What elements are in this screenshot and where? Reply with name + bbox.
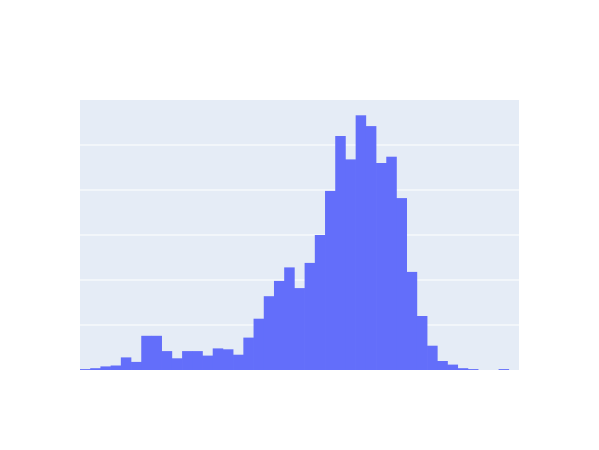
histogram-bar	[100, 366, 111, 370]
histogram-bar	[437, 361, 448, 370]
histogram-bar	[345, 159, 356, 370]
histogram-bar	[284, 267, 295, 370]
histogram-bar	[202, 355, 214, 370]
histogram-bar	[294, 288, 305, 370]
histogram-bar	[304, 262, 316, 370]
histogram-bar	[406, 271, 418, 370]
histogram-bar	[192, 351, 203, 370]
histogram-bar	[182, 351, 193, 370]
histogram-bar	[396, 198, 407, 370]
histogram-bar	[355, 115, 367, 370]
histogram-bar	[90, 368, 101, 370]
histogram-bar	[243, 337, 254, 370]
histogram-bar	[335, 136, 346, 370]
histogram-bar	[253, 318, 265, 370]
histogram-bar	[457, 368, 469, 370]
histogram-bar	[325, 190, 336, 370]
histogram-bar	[386, 156, 397, 370]
histogram-bar	[120, 357, 132, 370]
bars	[80, 115, 510, 370]
histogram-bar	[171, 358, 183, 370]
histogram-bar	[80, 369, 91, 370]
histogram-bar	[222, 349, 234, 370]
histogram-bar	[161, 351, 173, 370]
gridlines	[80, 144, 519, 326]
histogram-bar	[467, 369, 479, 370]
histogram-bar	[212, 348, 224, 370]
histogram-bar	[314, 235, 326, 370]
histogram-bar	[273, 280, 285, 370]
histogram-bar	[131, 361, 142, 370]
histogram-bar	[141, 335, 152, 370]
histogram-bar	[151, 335, 162, 370]
histogram-bar	[416, 316, 428, 370]
histogram-bar	[263, 296, 275, 370]
histogram-bar	[365, 126, 377, 370]
histogram-bar	[376, 163, 387, 370]
histogram-bar	[110, 365, 122, 370]
histogram-bar	[498, 369, 510, 370]
histogram-bar	[233, 354, 244, 370]
histogram-bar	[447, 364, 459, 370]
histogram-bar	[427, 345, 438, 370]
